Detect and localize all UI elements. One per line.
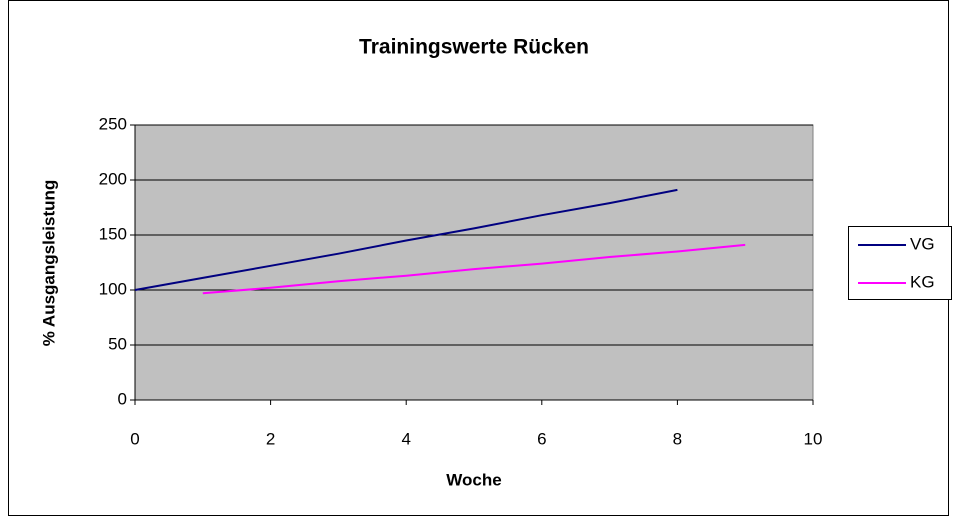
y-tick-label: 100 [99, 279, 127, 298]
legend-box [848, 226, 952, 300]
y-tick-label: 50 [108, 334, 127, 353]
y-tick-label: 250 [99, 114, 127, 133]
legend-label: KG [910, 272, 935, 291]
chart-title: Trainingswerte Rücken [359, 36, 589, 59]
legend-label: VG [910, 234, 935, 253]
x-axis-label: Woche [446, 470, 501, 489]
x-tick-label: 8 [673, 429, 682, 448]
x-tick-label: 0 [130, 429, 139, 448]
x-tick-label: 4 [401, 429, 410, 448]
y-axis-label: % Ausgangsleistung [39, 180, 58, 347]
y-tick-label: 0 [118, 389, 127, 408]
series-line [134, 188, 678, 291]
x-tick-label: 6 [537, 429, 546, 448]
series-line [202, 243, 746, 295]
x-tick-label: 10 [804, 429, 823, 448]
plot-area [134, 124, 814, 401]
y-tick-label: 200 [99, 169, 127, 188]
y-tick-label: 150 [99, 224, 127, 243]
x-tick-label: 2 [266, 429, 275, 448]
